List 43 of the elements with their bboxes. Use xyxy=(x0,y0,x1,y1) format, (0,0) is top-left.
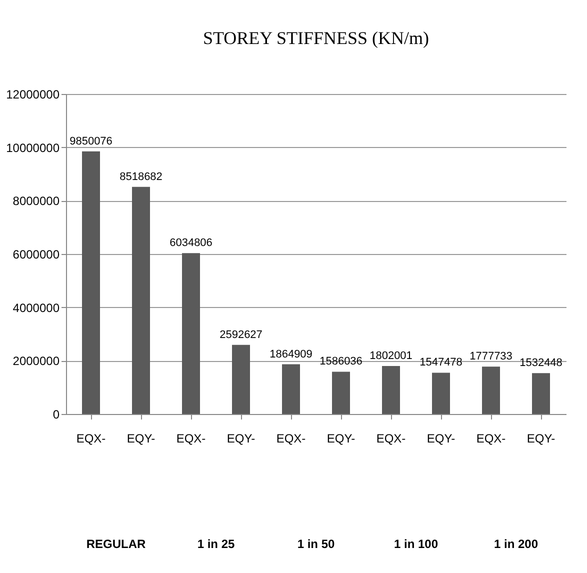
y-tick-label: 8000000 xyxy=(12,194,60,208)
y-tick-label: 0 xyxy=(52,408,60,422)
data-label: 1532448 xyxy=(520,357,562,370)
bar xyxy=(482,366,500,414)
x-tick-label: EQY- xyxy=(426,432,456,446)
data-label: 1586036 xyxy=(320,356,362,368)
data-label: 2592627 xyxy=(220,328,262,341)
x-tick-label: EQY- xyxy=(526,432,556,446)
x-tick-label: EQY- xyxy=(226,432,256,446)
x-tick-label: EQY- xyxy=(126,432,156,446)
data-label: 6034806 xyxy=(170,237,212,250)
data-label: 1777733 xyxy=(470,350,512,363)
text: 1 in 200 xyxy=(494,537,538,551)
data-label: 1802001 xyxy=(370,350,412,362)
data-label: 1864909 xyxy=(270,348,312,360)
bar xyxy=(182,253,200,414)
data-label: 1547478 xyxy=(420,356,462,369)
text: REGULAR xyxy=(86,537,146,551)
data-label: 8518682 xyxy=(120,170,162,183)
x-tick-label: EQY- xyxy=(326,432,356,446)
x-tick-label: EQX- xyxy=(276,432,306,446)
bar xyxy=(432,372,450,414)
bar xyxy=(532,373,550,414)
x-tick-label: EQX- xyxy=(176,432,206,446)
data-label: 9850076 xyxy=(70,135,112,148)
bar xyxy=(332,372,350,414)
chart-title: STOREY STIFFNESS (KN/m) xyxy=(202,28,430,48)
x-tick-label: EQX- xyxy=(76,432,106,446)
text: 1 in 100 xyxy=(394,537,438,551)
y-tick-label: 12000000 xyxy=(6,88,60,102)
y-tick-label: 6000000 xyxy=(12,248,60,262)
y-tick-label: 10000000 xyxy=(6,140,60,155)
bar xyxy=(382,366,400,414)
x-tick-label: EQX- xyxy=(476,432,506,446)
text: 1 in 50 xyxy=(297,537,335,551)
bar xyxy=(232,344,250,414)
bar xyxy=(82,151,100,414)
y-tick-label: 4000000 xyxy=(12,300,60,315)
text: 1 in 25 xyxy=(197,537,235,551)
bar xyxy=(282,364,300,414)
x-tick-label: EQX- xyxy=(376,432,406,446)
bar xyxy=(132,186,150,414)
y-tick-label: 2000000 xyxy=(12,354,60,368)
